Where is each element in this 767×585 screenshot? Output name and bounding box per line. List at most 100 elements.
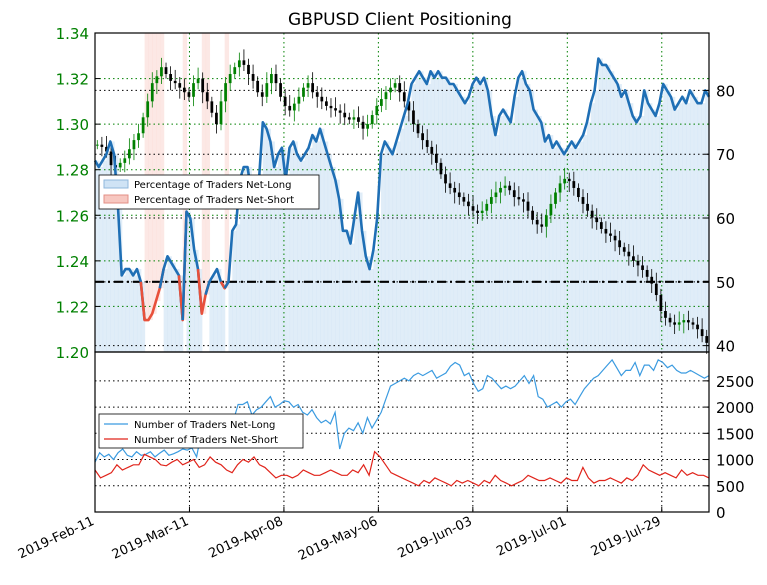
net-long-fill: [533, 109, 538, 352]
net-long-fill: [106, 154, 111, 352]
candle-body: [146, 101, 150, 118]
date-tick-label: 2019-Jul-01: [494, 514, 569, 559]
candle-body: [664, 310, 667, 318]
net-long-fill: [388, 147, 394, 352]
candle-body: [622, 247, 626, 252]
candle-body: [247, 64, 250, 75]
candle-body: [682, 320, 686, 323]
net-long-fill: [545, 141, 550, 352]
net-short-fill: [159, 33, 165, 289]
date-tick-label: 2019-Feb-11: [16, 514, 97, 562]
net-long-fill: [140, 281, 146, 352]
net-long-fill: [331, 166, 336, 352]
net-long-fill: [705, 90, 710, 353]
net-long-fill: [247, 166, 252, 352]
candle-body: [691, 322, 695, 325]
net-long-fill: [308, 147, 313, 352]
net-long-fill: [327, 154, 333, 352]
legend-label-long: Percentage of Traders Net-Long: [134, 180, 292, 191]
positioning-line: [93, 57, 711, 322]
bottom-frame: [94, 351, 710, 513]
candle-body: [526, 201, 530, 211]
net-long-fill: [175, 269, 180, 352]
net-long-fill: [350, 243, 355, 352]
candle-body: [109, 151, 113, 166]
net-long-fill: [415, 77, 420, 352]
net-long-fill: [186, 211, 191, 352]
candle-body: [641, 265, 644, 270]
net-long-fill: [686, 103, 691, 353]
candle-body: [315, 92, 319, 97]
net-short-fill: [205, 33, 211, 295]
net-long-fill: [510, 122, 516, 352]
net-long-fill: [621, 96, 626, 352]
date-tick-label: 2019-May-06: [296, 514, 380, 564]
net-long-fill: [369, 269, 374, 352]
net-long-fill: [381, 154, 386, 352]
candle-body: [489, 197, 493, 204]
pct-tick-label: 70: [716, 146, 735, 164]
net-long-fill: [197, 269, 203, 352]
count-tick-label: 1000: [716, 452, 754, 470]
net-long-fill: [335, 179, 340, 352]
net-long-fill: [632, 115, 638, 352]
price-tick-label: 1.20: [56, 344, 89, 362]
net-long-fill: [644, 90, 649, 353]
candle-body: [169, 74, 172, 81]
net-long-fill: [445, 77, 451, 352]
net-long-fill: [529, 90, 535, 353]
candle-body: [210, 101, 214, 113]
net-long-fill: [278, 154, 283, 352]
candle-body: [228, 74, 232, 84]
candle-body: [567, 178, 571, 182]
legend-bottom: Number of Traders Net-Long Number of Trad…: [98, 413, 304, 449]
candle-body: [517, 197, 521, 200]
net-long-fill: [457, 90, 462, 353]
net-long-fill: [506, 115, 512, 352]
candle-body: [503, 185, 507, 188]
net-long-fill: [209, 281, 214, 352]
candle-body: [127, 149, 131, 159]
net-long-fill: [468, 96, 474, 352]
net-long-fill: [407, 103, 413, 353]
candle-body: [123, 158, 127, 163]
net-long-fill: [682, 96, 687, 352]
candle-body: [205, 92, 209, 102]
price-tick-label: 1.34: [56, 25, 89, 43]
candle-body: [283, 96, 287, 106]
pct-tick-label: 60: [716, 210, 735, 228]
net-long-fill: [674, 109, 680, 352]
net-long-fill: [514, 96, 519, 352]
net-long-fill: [304, 154, 310, 352]
net-long-fill: [194, 249, 199, 352]
net-long-fill: [228, 281, 233, 352]
net-long-fill: [606, 64, 611, 353]
net-long-fill: [655, 115, 661, 352]
date-tick-label: 2019-Apr-08: [206, 514, 285, 562]
candle-body: [150, 83, 154, 102]
candle-body: [173, 80, 177, 84]
candle-body: [659, 295, 663, 311]
candle-body: [178, 83, 182, 88]
net-long-fill: [289, 147, 294, 352]
candle-body: [141, 117, 145, 134]
candle-body: [288, 105, 292, 111]
net-long-fill: [217, 269, 222, 352]
candle-body: [251, 74, 255, 81]
candle-body: [439, 162, 443, 175]
price-tick-label: 1.26: [56, 207, 89, 225]
net-long-fill: [430, 71, 436, 352]
net-long-fill: [689, 90, 695, 353]
net-short-fill: [152, 33, 157, 314]
candle-body: [370, 115, 374, 125]
net-long-fill: [251, 192, 256, 352]
candle-body: [302, 87, 305, 97]
net-long-fill: [293, 141, 298, 352]
net-long-fill: [464, 103, 470, 353]
net-short-count-line: [94, 450, 710, 487]
candle-body: [522, 199, 525, 202]
legend-label-short: Percentage of Traders Net-Short: [134, 195, 294, 206]
net-long-fill: [95, 160, 100, 352]
net-long-fill: [266, 128, 272, 352]
